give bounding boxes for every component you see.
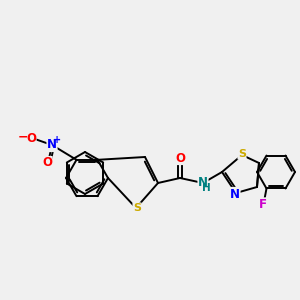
Text: O: O	[42, 157, 52, 169]
Text: N: N	[230, 188, 240, 200]
Text: N: N	[47, 139, 57, 152]
Text: H: H	[202, 183, 210, 193]
Text: F: F	[259, 198, 266, 211]
Text: +: +	[53, 135, 61, 145]
Text: −: −	[18, 130, 28, 143]
Text: S: S	[133, 203, 141, 213]
Text: S: S	[238, 149, 246, 159]
Text: N: N	[198, 176, 208, 190]
Text: O: O	[175, 152, 185, 164]
Text: O: O	[26, 131, 36, 145]
